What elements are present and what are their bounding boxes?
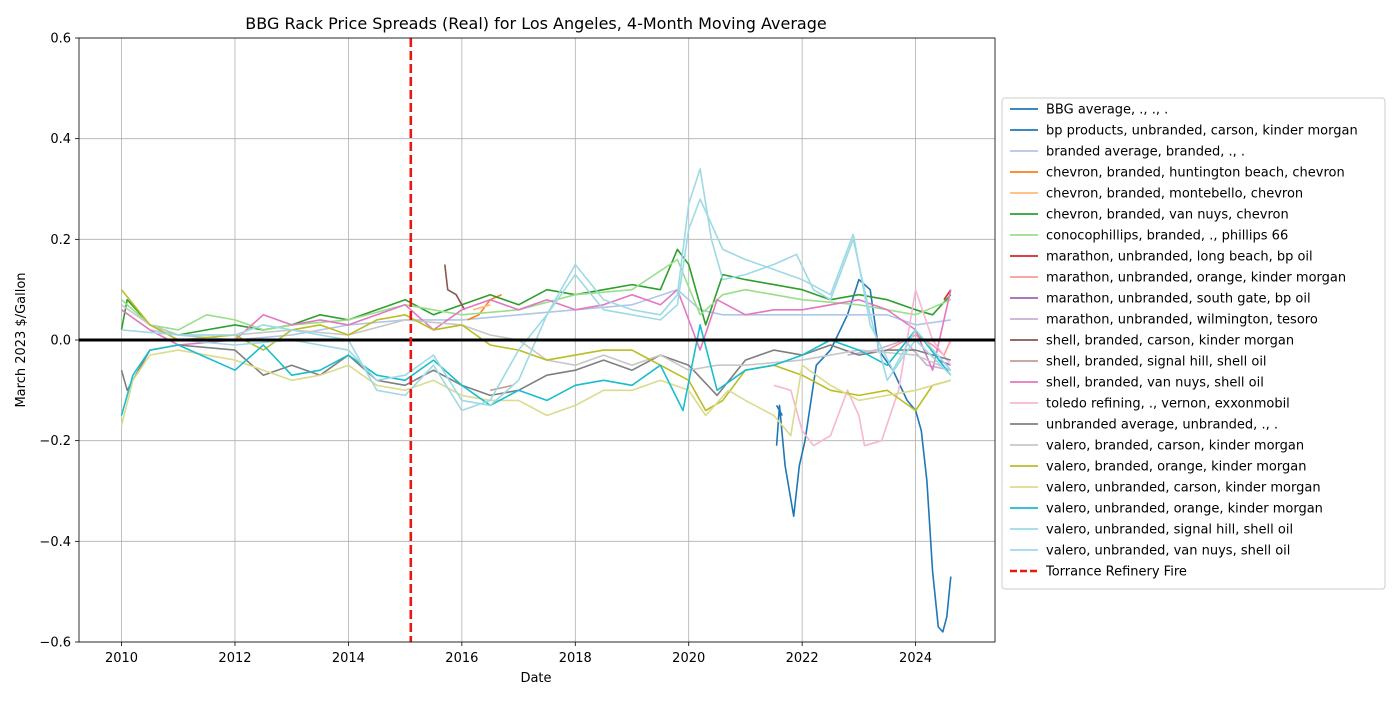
x-tick-label: 2014 — [332, 651, 365, 666]
series-line — [121, 168, 952, 407]
legend-label: chevron, branded, van nuys, chevron — [1046, 208, 1289, 223]
y-tick-label: −0.2 — [39, 434, 71, 449]
axes-frame — [78, 37, 996, 643]
legend-box — [1001, 97, 1386, 590]
legend-label: branded average, branded, ., . — [1046, 145, 1245, 160]
x-tick-label: 2016 — [445, 651, 478, 666]
x-tick-label: 2020 — [672, 651, 705, 666]
series-line — [490, 384, 514, 392]
series-line — [121, 304, 952, 371]
legend-label: valero, unbranded, carson, kinder morgan — [1046, 481, 1321, 496]
legend-label: valero, unbranded, signal hill, shell oi… — [1046, 523, 1293, 538]
axes-layer: 2010 2012 2014 2016 2018 2020 2022 2024 −0.6 −0.4… — [39, 32, 996, 666]
series-line — [472, 304, 491, 311]
legend: BBG average, ., ., . bp products, unbrand… — [1001, 97, 1386, 590]
legend-label: conocophillips, branded, ., phillips 66 — [1046, 229, 1288, 244]
legend-label: marathon, unbranded, south gate, bp oil — [1046, 292, 1311, 307]
legend-label: unbranded average, unbranded, ., . — [1046, 418, 1278, 433]
y-tick-label: −0.6 — [39, 636, 71, 651]
x-axis-title: Date — [520, 671, 551, 686]
legend-label: valero, branded, carson, kinder morgan — [1046, 439, 1304, 454]
series-line — [444, 264, 466, 311]
legend-label: chevron, branded, huntington beach, chev… — [1046, 166, 1345, 181]
series-line — [120, 349, 952, 437]
legend-label: bp products, unbranded, carson, kinder m… — [1046, 124, 1358, 139]
legend-label: Torrance Refinery Fire — [1045, 565, 1187, 580]
y-axis-title: March 2023 $/Gallon — [14, 272, 29, 407]
legend-label: marathon, unbranded, orange, kinder morg… — [1046, 271, 1346, 286]
y-tick-label: 0.2 — [50, 233, 71, 248]
legend-label: shell, branded, signal hill, shell oil — [1046, 355, 1267, 370]
chart-title: BBG Rack Price Spreads (Real) for Los An… — [245, 14, 826, 33]
legend-label: valero, unbranded, orange, kinder morgan — [1046, 502, 1323, 517]
legend-label: shell, branded, carson, kinder morgan — [1046, 334, 1294, 349]
x-tick-label: 2012 — [218, 651, 251, 666]
y-tick-label: 0.6 — [50, 32, 71, 47]
legend-label: shell, branded, van nuys, shell oil — [1046, 376, 1264, 391]
y-tick-label: −0.4 — [39, 535, 71, 550]
legend-label: valero, unbranded, van nuys, shell oil — [1046, 544, 1290, 559]
series-line — [773, 288, 952, 447]
y-tick-label: 0.4 — [50, 132, 71, 147]
plot-area — [79, 38, 995, 642]
series-line — [775, 278, 952, 633]
legend-label: toledo refining, ., vernon, exxonmobil — [1046, 397, 1290, 412]
y-tick-label: 0.0 — [50, 334, 71, 349]
series-line — [120, 324, 952, 416]
x-tick-label: 2024 — [899, 651, 932, 666]
series-line — [121, 288, 952, 371]
series-line — [775, 405, 783, 416]
x-tick-label: 2010 — [105, 651, 138, 666]
legend-label: valero, branded, orange, kinder morgan — [1046, 460, 1306, 475]
legend-label: marathon, unbranded, wilmington, tesoro — [1046, 313, 1318, 328]
x-tick-label: 2018 — [559, 651, 592, 666]
series-line — [121, 198, 952, 412]
legend-label: marathon, unbranded, long beach, bp oil — [1046, 250, 1313, 265]
legend-label: BBG average, ., ., . — [1046, 103, 1168, 118]
legend-label: chevron, branded, montebello, chevron — [1046, 187, 1303, 202]
x-tick-label: 2022 — [786, 651, 819, 666]
